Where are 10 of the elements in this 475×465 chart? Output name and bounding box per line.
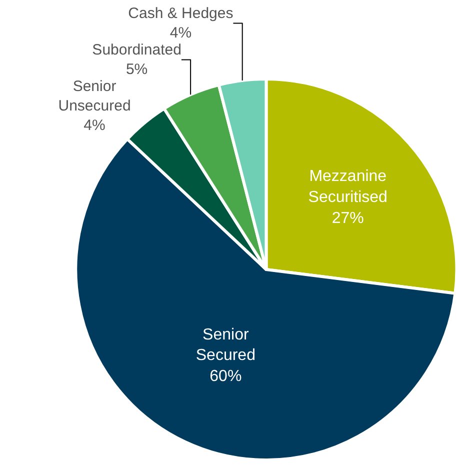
data-label: 60% — [210, 368, 242, 385]
slice-label: Subordinated — [92, 42, 182, 59]
data-label: 27% — [332, 210, 364, 227]
slice-label: Cash & Hedges — [128, 5, 234, 22]
slice-label: Senior Secured — [196, 326, 256, 364]
data-label: 5% — [126, 61, 148, 78]
data-label: 4% — [170, 24, 192, 42]
slice-label: Mezzanine Securitised — [308, 168, 388, 206]
slice-label: Senior Unsecured — [58, 78, 131, 115]
data-label: 4% — [84, 117, 106, 134]
